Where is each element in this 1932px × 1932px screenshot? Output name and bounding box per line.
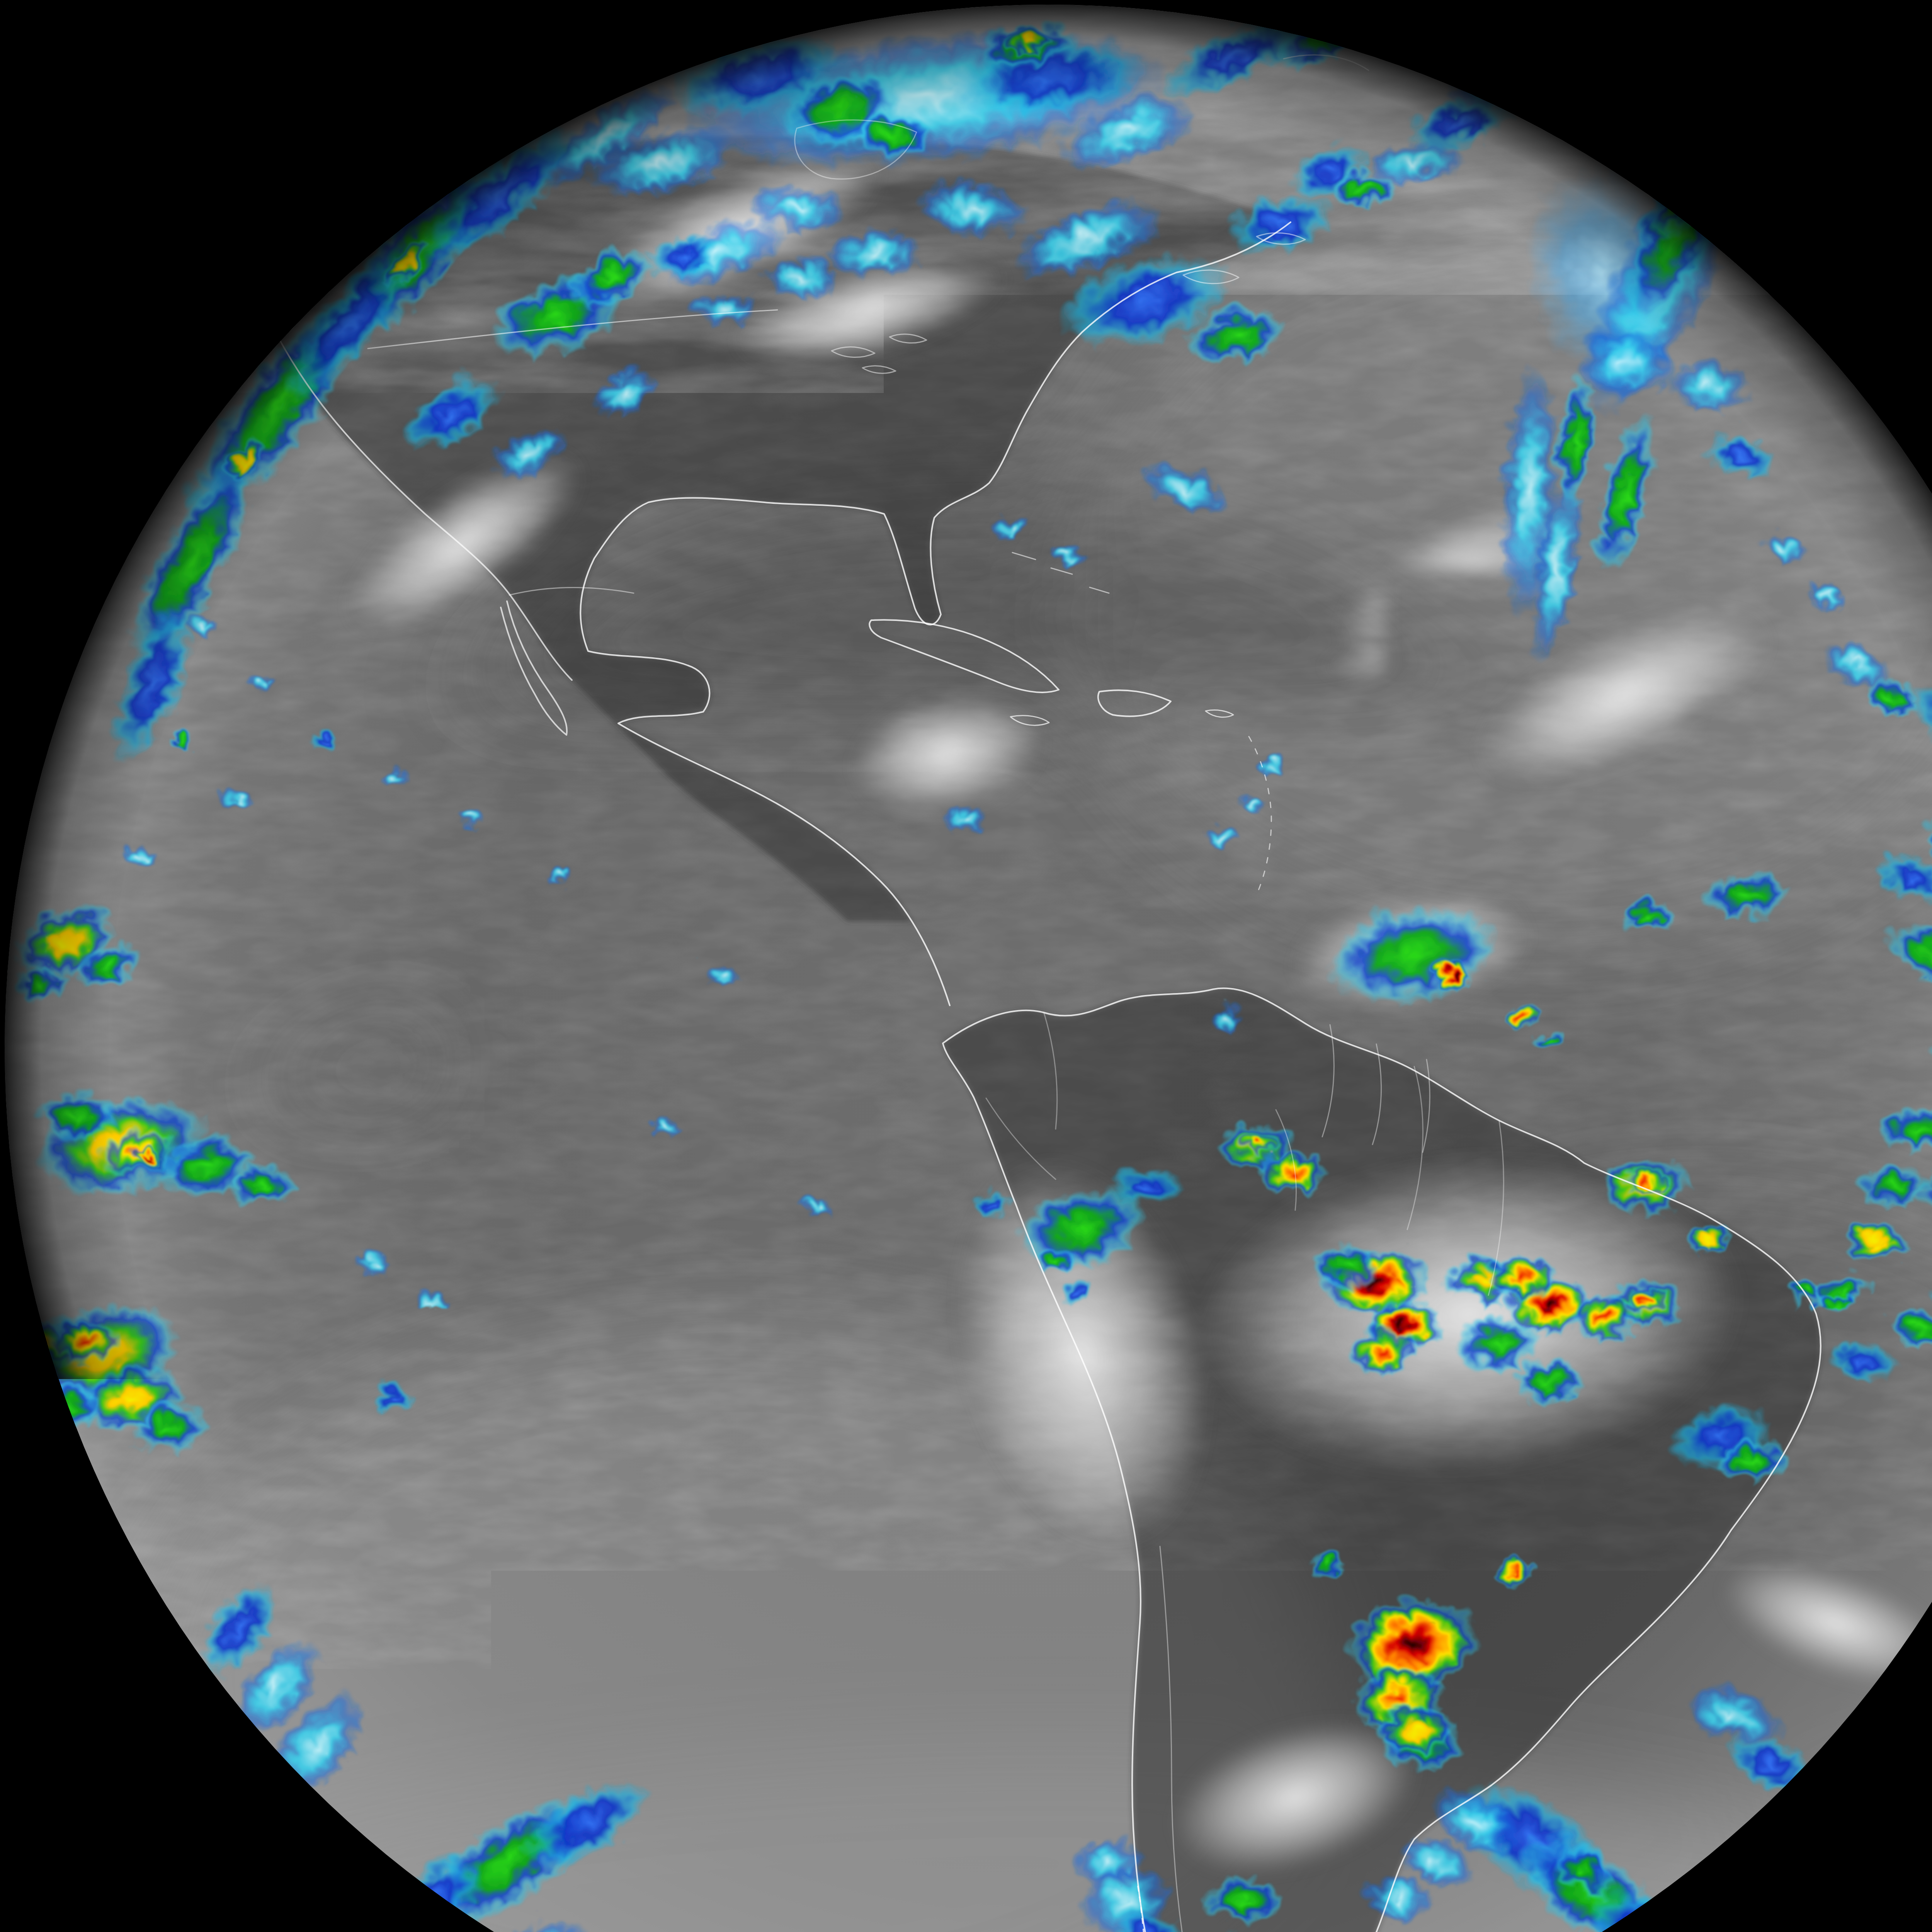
satellite-image-canvas (0, 0, 1932, 1932)
satellite-full-disk-view: Full-disk enhanced infrared geostationar… (0, 0, 1932, 1932)
